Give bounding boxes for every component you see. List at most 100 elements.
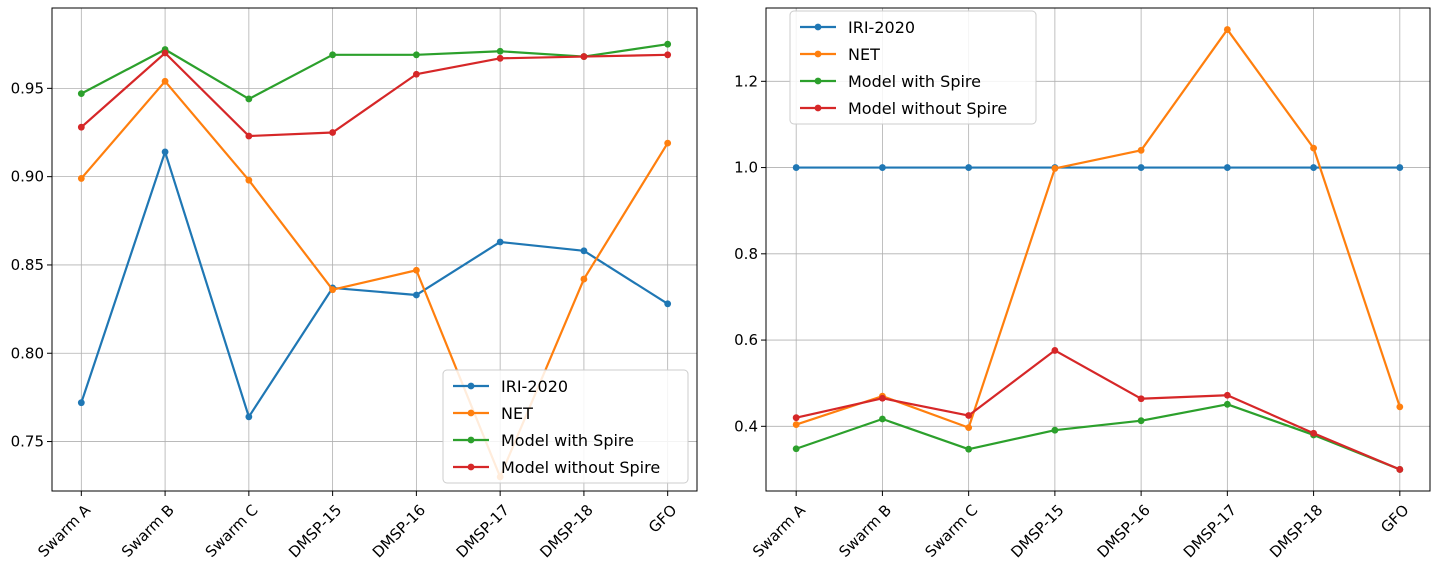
- data-point: [245, 95, 253, 103]
- data-point: [1137, 146, 1145, 154]
- data-point: [1051, 347, 1059, 354]
- data-point: [580, 247, 588, 255]
- data-point: [1396, 466, 1404, 473]
- data-point: [329, 286, 337, 294]
- x-tick-label: DMSP-16: [1094, 501, 1154, 561]
- data-point: [77, 123, 85, 131]
- legend-box: [789, 10, 1037, 125]
- series-line-2: [80, 43, 668, 101]
- x-tick-label: Swarm B: [118, 501, 178, 561]
- series-line-3: [80, 51, 668, 138]
- y-tick-label: 0.4: [734, 417, 758, 435]
- data-point: [1223, 164, 1231, 171]
- data-point: [412, 266, 420, 274]
- data-point: [1137, 164, 1145, 171]
- axes-frame: [51, 7, 698, 492]
- data-point: [161, 49, 169, 57]
- x-tick-label: DMSP-18: [536, 501, 596, 561]
- data-point: [879, 415, 886, 423]
- data-point: [1310, 164, 1317, 171]
- data-point: [1310, 429, 1317, 437]
- data-point: [1137, 417, 1145, 425]
- x-tick-label: Swarm C: [202, 501, 262, 561]
- data-point: [792, 414, 800, 422]
- data-point: [161, 77, 169, 85]
- data-point: [245, 176, 253, 184]
- data-point: [792, 164, 800, 171]
- series-line-1: [80, 80, 669, 478]
- data-point: [496, 54, 504, 62]
- x-tick-label: DMSP-17: [1180, 501, 1240, 561]
- y-tick-label: 1.0: [734, 159, 758, 177]
- data-point: [664, 300, 672, 308]
- y-tick-label: 0.75: [11, 433, 44, 451]
- x-tick-label: DMSP-17: [453, 501, 513, 561]
- legend-swatch-marker: [467, 409, 475, 417]
- data-point: [965, 164, 973, 171]
- data-point: [1396, 164, 1404, 171]
- data-point: [412, 291, 420, 299]
- y-tick-label: 1.2: [734, 72, 758, 90]
- x-tick-label: Swarm B: [835, 501, 895, 561]
- data-point: [161, 148, 169, 156]
- data-point: [496, 47, 504, 55]
- data-point: [664, 139, 672, 147]
- data-point: [792, 421, 800, 428]
- data-point: [1137, 395, 1145, 403]
- series-line-2: [795, 403, 1401, 471]
- data-point: [496, 238, 504, 246]
- data-point: [792, 445, 800, 453]
- data-point: [412, 51, 420, 59]
- x-tick-label: DMSP-15: [285, 501, 345, 561]
- legend-swatch-marker: [814, 23, 822, 31]
- data-point: [77, 399, 85, 407]
- legend-swatch-marker: [814, 104, 822, 112]
- y-tick-label: 0.8: [734, 245, 758, 263]
- y-tick-label: 0.90: [11, 168, 44, 186]
- data-point: [965, 445, 973, 453]
- y-tick-label: 0.6: [734, 331, 758, 349]
- data-point: [580, 53, 588, 60]
- legend-swatch-marker: [467, 436, 475, 444]
- legend: IRI-2020 NET Model with Spire Model without…: [789, 10, 1037, 125]
- data-point: [879, 394, 886, 402]
- data-point: [245, 413, 253, 421]
- data-point: [1396, 403, 1404, 411]
- x-tick-label: GFO: [1377, 501, 1412, 536]
- legend-swatch-marker: [467, 463, 475, 471]
- x-tick-label: GFO: [645, 501, 680, 536]
- data-point: [965, 424, 973, 432]
- data-point: [1051, 165, 1059, 172]
- data-point: [77, 175, 85, 182]
- y-tick-label: 0.95: [11, 79, 44, 97]
- legend-box: [442, 369, 689, 484]
- legend-label: Model with Spire: [501, 431, 634, 450]
- data-point: [580, 275, 588, 283]
- legend-label: Model without Spire: [848, 99, 1007, 118]
- data-point: [245, 132, 253, 140]
- axes-frame: [765, 7, 1431, 492]
- legend-label: IRI-2020: [501, 377, 568, 396]
- x-tick-label: Swarm A: [34, 501, 94, 561]
- legend-label: NET: [848, 45, 880, 64]
- series-line-0: [80, 150, 669, 418]
- legend-label: NET: [501, 404, 533, 423]
- data-point: [412, 70, 420, 78]
- chart-panel-2: Swarm A Swarm B Swarm C DMSP-15 DMSP-16 DMSP-…: [734, 7, 1431, 561]
- data-point: [1310, 144, 1317, 152]
- data-point: [329, 51, 337, 59]
- legend-swatch-marker: [814, 50, 822, 58]
- legend-label: Model with Spire: [848, 72, 981, 91]
- y-tick-label: 0.85: [11, 256, 44, 274]
- legend-swatch-marker: [467, 382, 475, 390]
- x-tick-label: Swarm C: [921, 501, 981, 561]
- x-tick-label: Swarm A: [749, 501, 809, 561]
- legend-swatch-marker: [814, 77, 822, 85]
- data-point: [329, 129, 337, 136]
- legend: IRI-2020 NET Model with Spire Model without…: [442, 369, 689, 484]
- chart-panel-1: Swarm A Swarm B Swarm C DMSP-15 DMSP-16 DMSP-…: [11, 7, 698, 561]
- data-point: [664, 51, 672, 59]
- data-point: [664, 40, 672, 48]
- x-tick-label: DMSP-15: [1007, 501, 1067, 561]
